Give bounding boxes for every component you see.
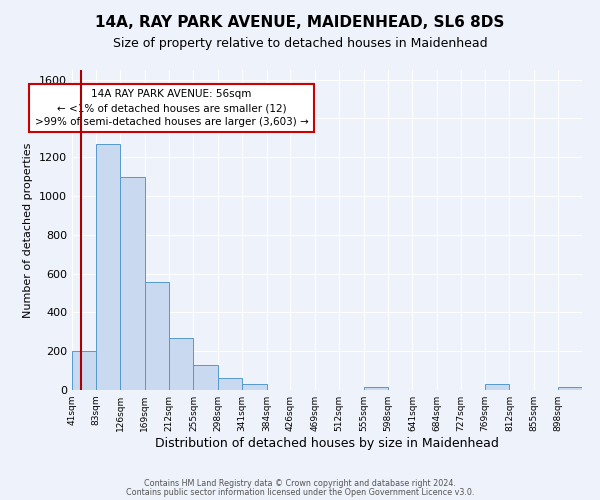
Bar — [169, 338, 193, 390]
X-axis label: Distribution of detached houses by size in Maidenhead: Distribution of detached houses by size … — [155, 437, 499, 450]
Bar — [364, 387, 388, 390]
Bar — [72, 351, 96, 390]
Bar — [145, 282, 169, 390]
Text: Size of property relative to detached houses in Maidenhead: Size of property relative to detached ho… — [113, 38, 487, 51]
Bar — [193, 365, 218, 390]
Text: Contains public sector information licensed under the Open Government Licence v3: Contains public sector information licen… — [126, 488, 474, 497]
Bar — [558, 387, 583, 390]
Text: 14A RAY PARK AVENUE: 56sqm
← <1% of detached houses are smaller (12)
>99% of sem: 14A RAY PARK AVENUE: 56sqm ← <1% of deta… — [35, 89, 308, 127]
Text: Contains HM Land Registry data © Crown copyright and database right 2024.: Contains HM Land Registry data © Crown c… — [144, 479, 456, 488]
Y-axis label: Number of detached properties: Number of detached properties — [23, 142, 34, 318]
Bar — [485, 384, 509, 390]
Text: 14A, RAY PARK AVENUE, MAIDENHEAD, SL6 8DS: 14A, RAY PARK AVENUE, MAIDENHEAD, SL6 8D… — [95, 15, 505, 30]
Bar — [120, 176, 145, 390]
Bar — [242, 384, 266, 390]
Bar — [96, 144, 120, 390]
Bar — [218, 378, 242, 390]
